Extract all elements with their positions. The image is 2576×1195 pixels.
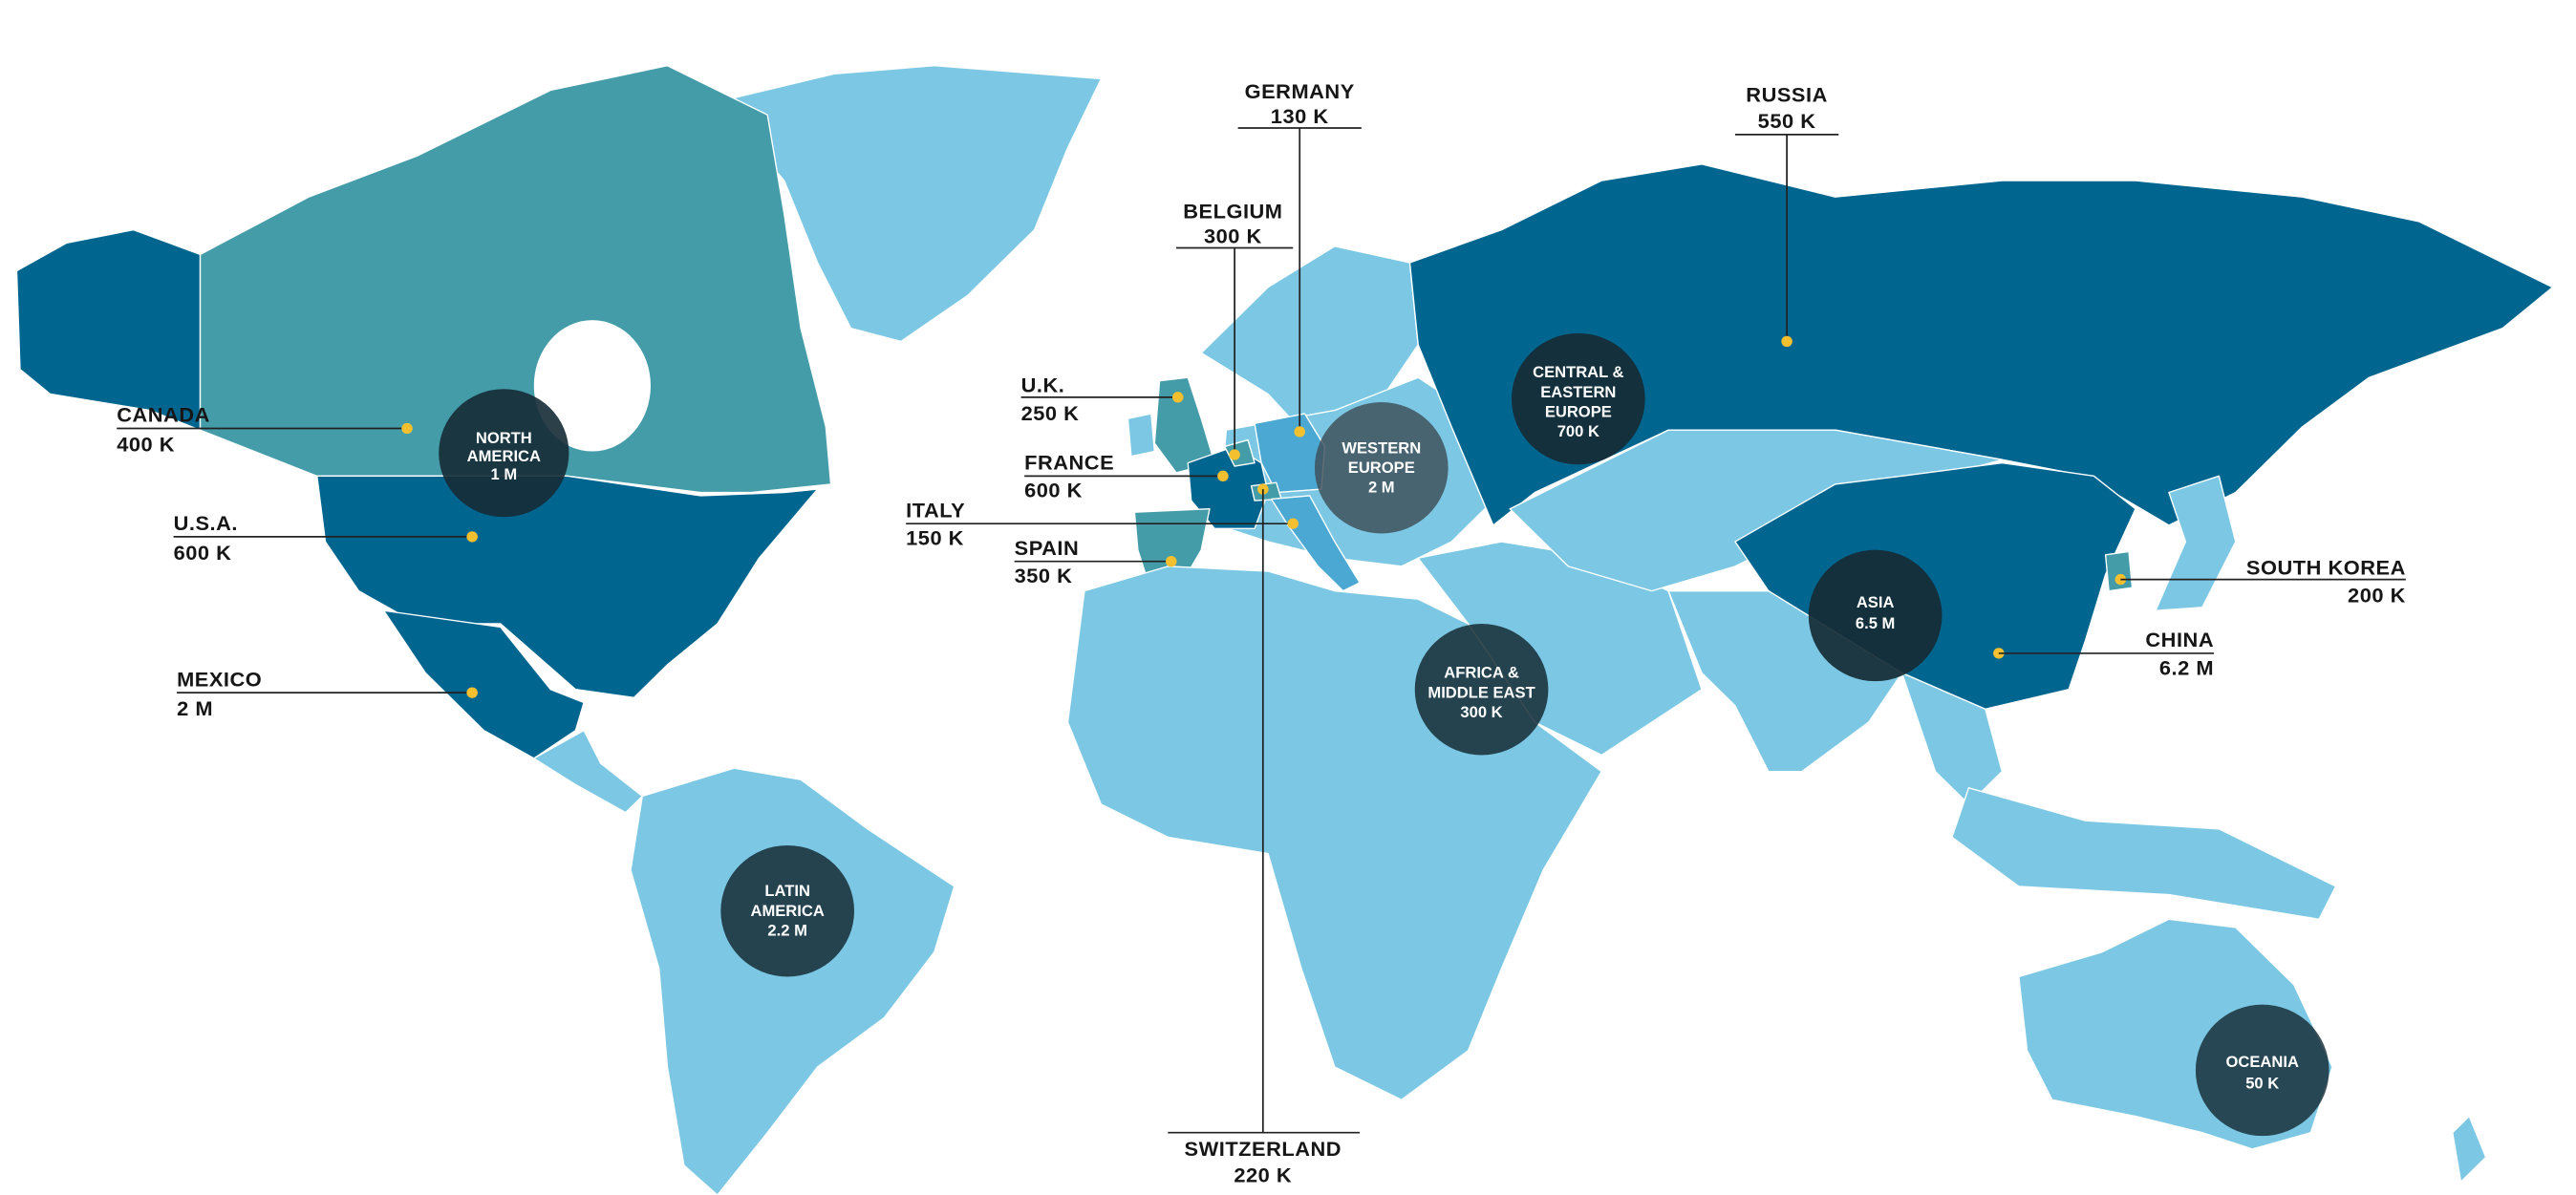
country-value: 400 K <box>117 433 175 457</box>
region-label-line: NORTH <box>476 430 532 447</box>
country-value: 600 K <box>1024 479 1083 502</box>
region-label-line: AMERICA <box>751 903 825 920</box>
southeast-asia <box>1900 672 2004 805</box>
country-value: 250 K <box>1021 401 1080 425</box>
region-label-line: EASTERN <box>1540 384 1616 401</box>
region-value: 1 M <box>491 466 518 483</box>
region-label-line: OCEANIA <box>2226 1054 2300 1071</box>
callout-uk: U.K. 250 K <box>1021 373 1184 425</box>
country-name: BELGIUM <box>1183 200 1282 224</box>
callout-spain: SPAIN 350 K <box>1014 536 1177 587</box>
region-label-line: AFRICA & <box>1444 665 1519 682</box>
region-value: 50 K <box>2245 1075 2279 1092</box>
region-value: 700 K <box>1557 423 1599 440</box>
alaska <box>15 228 202 431</box>
hudson-bay <box>533 320 651 452</box>
country-value: 150 K <box>906 526 964 550</box>
korea <box>2104 550 2134 592</box>
callout-canada: CANADA 400 K <box>117 403 413 457</box>
callout-germany: GERMANY 130 K <box>1237 79 1362 437</box>
ireland <box>1127 413 1156 458</box>
country-name: FRANCE <box>1024 451 1114 475</box>
usa-marker <box>466 531 478 543</box>
russia <box>1408 163 2554 526</box>
country-value: 130 K <box>1271 104 1329 128</box>
country-value: 600 K <box>174 541 232 565</box>
region-label-line: CENTRAL & <box>1533 364 1624 381</box>
country-name: SWITZERLAND <box>1185 1137 1342 1161</box>
new-zealand <box>2452 1115 2487 1183</box>
scandinavia <box>1200 245 1419 431</box>
country-name: SOUTH KOREA <box>2246 556 2406 580</box>
country-value: 2 M <box>177 696 213 720</box>
russia-marker <box>1781 335 1792 348</box>
country-value: 550 K <box>1758 109 1816 133</box>
region-value: 2.2 M <box>767 923 806 940</box>
region-circle-asia: ASIA 6.5 M <box>1808 549 1943 682</box>
callout-italy: ITALY 150 K <box>906 498 1299 549</box>
country-name: GERMANY <box>1245 79 1355 103</box>
country-name: CHINA <box>2145 628 2214 651</box>
region-circle-central-eastern-europe: CENTRAL & EASTERN EUROPE 700 K <box>1511 332 1645 465</box>
callout-russia: RUSSIA 550 K <box>1734 83 1839 348</box>
belgium-marker <box>1229 449 1240 460</box>
greenland <box>717 65 1103 343</box>
country-value: 6.2 M <box>2159 655 2214 679</box>
region-circle-north-america: NORTH AMERICA 1 M <box>439 389 569 518</box>
country-name: CANADA <box>117 403 210 427</box>
country-value: 350 K <box>1015 564 1073 587</box>
callout-france: FRANCE 600 K <box>1024 451 1229 502</box>
country-value: 300 K <box>1204 224 1262 247</box>
region-label-line: WESTERN <box>1342 439 1421 457</box>
callout-south-korea: SOUTH KOREA 200 K <box>2114 556 2406 608</box>
usa <box>316 475 819 699</box>
region-circle-western-europe: WESTERN EUROPE 2 M <box>1314 402 1449 534</box>
callout-switzerland: SWITZERLAND 220 K <box>1168 483 1361 1186</box>
canada-marker <box>401 422 413 435</box>
region-circle-africa-middle-east: AFRICA & MIDDLE EAST 300 K <box>1414 623 1549 756</box>
country-value: 220 K <box>1234 1163 1292 1186</box>
region-label-line: EUROPE <box>1545 404 1612 421</box>
spain-marker <box>1166 556 1177 567</box>
country-name: U.K. <box>1021 373 1065 397</box>
region-circle-latin-america: LATIN AMERICA 2.2 M <box>720 844 855 977</box>
south-asia <box>1667 589 1903 773</box>
callout-mexico: MEXICO 2 M <box>177 667 478 720</box>
country-name: SPAIN <box>1015 536 1080 560</box>
country-name: ITALY <box>906 498 965 522</box>
region-label-line: ASIA <box>1857 594 1895 611</box>
land-layer <box>15 65 2554 1195</box>
france-marker <box>1217 470 1229 482</box>
mexico-marker <box>466 687 478 698</box>
region-value: 2 M <box>1368 480 1395 497</box>
region-circle-oceania: OCEANIA 50 K <box>2195 1004 2329 1137</box>
region-value: 6.5 M <box>1856 615 1895 632</box>
callout-belgium: BELGIUM 300 K <box>1176 200 1294 460</box>
italy-marker <box>1287 518 1299 529</box>
region-value: 300 K <box>1460 704 1502 721</box>
japan <box>2155 475 2237 611</box>
callout-usa: U.S.A. 600 K <box>173 511 478 565</box>
region-label-line: LATIN <box>764 883 810 900</box>
germany-marker <box>1294 426 1305 437</box>
region-label-line: MIDDLE EAST <box>1428 684 1535 701</box>
country-name: U.S.A. <box>174 511 238 535</box>
country-name: MEXICO <box>177 667 262 691</box>
country-name: RUSSIA <box>1746 83 1828 107</box>
south-america <box>630 767 955 1195</box>
country-value: 200 K <box>2348 584 2406 608</box>
callout-china: CHINA 6.2 M <box>1993 628 2215 679</box>
uk-marker <box>1171 392 1184 403</box>
indonesia <box>1951 787 2337 920</box>
region-label-line: AMERICA <box>467 448 541 465</box>
region-label-line: EUROPE <box>1348 459 1415 477</box>
